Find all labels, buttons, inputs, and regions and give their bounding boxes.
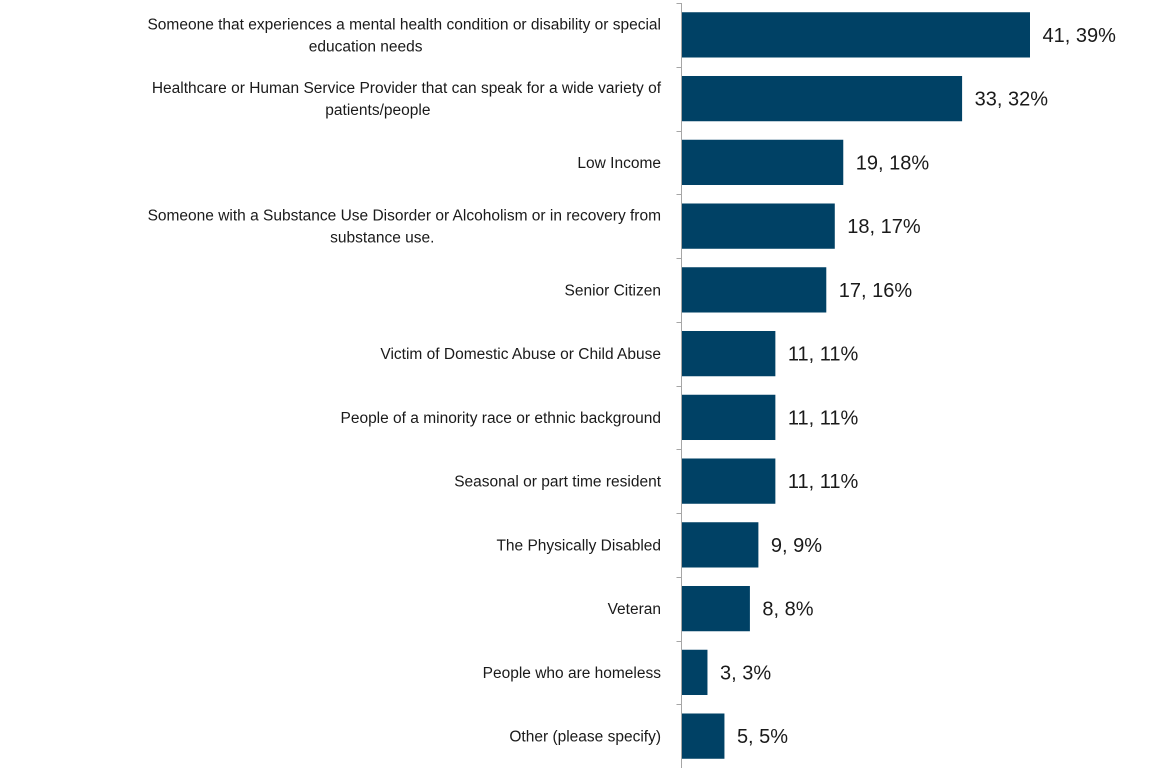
category-label-line: People of a minority race or ethnic back… [340,410,661,427]
bars-group [682,12,1030,759]
bar-someone-with-a-substance-use-disorder-or [682,203,835,249]
category-label-line: Someone that experiences a mental health… [147,16,661,33]
bar-other-please-specify [682,713,725,759]
bar-someone-that-experiences-a-mental-health [682,12,1030,58]
category-label-line: Veteran [608,601,661,618]
category-label-line: Victim of Domestic Abuse or Child Abuse [380,346,661,363]
category-label: Victim of Domestic Abuse or Child Abuse [380,346,661,363]
category-label-line: substance use. [330,230,434,247]
data-label: 5, 5% [737,726,788,748]
category-label: Veteran [608,601,661,618]
bar-the-physically-disabled [682,522,759,568]
bar-people-who-are-homeless [682,649,708,696]
category-label-line: The Physically Disabled [496,537,661,554]
bar-veteran [682,585,750,632]
data-label: 18, 17% [847,216,921,238]
data-label: 11, 11% [788,471,859,493]
category-label: The Physically Disabled [496,537,661,554]
category-label: Seasonal or part time resident [454,474,661,491]
category-label: Healthcare or Human Service Provider tha… [152,80,662,119]
category-label-line: People who are homeless [483,665,662,682]
category-label: Other (please specify) [509,729,661,746]
category-label: Low Income [577,155,661,172]
data-label: 8, 8% [762,599,813,621]
category-label-line: patients/people [325,102,430,119]
data-labels-group: 41, 39% 33, 32% 19, 18% 18, 17% 17, 16% 11, 1… [720,25,1116,748]
category-label: Senior Citizen [565,282,662,299]
category-label-line: Healthcare or Human Service Provider tha… [152,80,662,97]
data-label: 17, 16% [839,280,913,302]
data-label: 11, 11% [788,407,859,429]
category-label: Someone that experiences a mental health… [147,16,661,55]
bar-healthcare-or-human-service-provider-tha [682,75,963,122]
category-label-line: Other (please specify) [509,729,661,746]
category-label: People of a minority race or ethnic back… [340,410,661,427]
data-label: 19, 18% [856,152,930,174]
category-label: Someone with a Substance Use Disorder or… [148,208,661,247]
bar-seasonal-or-part-time-resident [682,458,776,504]
data-label: 9, 9% [771,535,822,557]
bar-senior-citizen [682,267,827,313]
category-label-line: Someone with a Substance Use Disorder or… [148,208,661,225]
data-label: 33, 32% [975,89,1049,111]
category-label: People who are homeless [483,665,662,682]
data-label: 3, 3% [720,662,771,684]
category-label-line: education needs [309,38,423,55]
category-axis-ticks [676,3,682,705]
category-label-line: Seasonal or part time resident [454,474,661,491]
bar-low-income [682,139,844,186]
category-label-line: Low Income [577,155,661,172]
data-label: 41, 39% [1043,25,1117,47]
bar-victim-of-domestic-abuse-or-child-abuse [682,330,776,377]
bar-people-of-a-minority-race-or-ethnic-back [682,394,776,441]
category-labels-group: Someone that experiences a mental health… [147,16,661,745]
data-label: 11, 11% [788,344,859,366]
category-label-line: Senior Citizen [565,282,662,299]
